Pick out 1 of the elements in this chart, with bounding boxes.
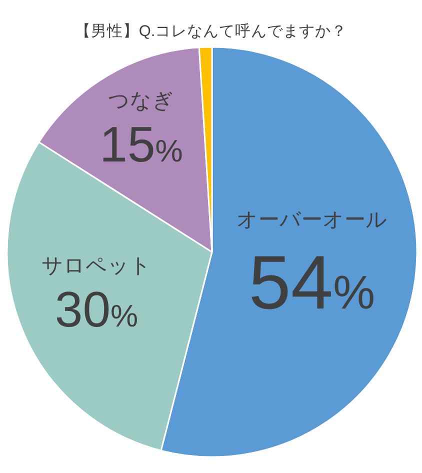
title: 【男性】Q.コレなんて呼んでますか？ xyxy=(74,23,348,40)
